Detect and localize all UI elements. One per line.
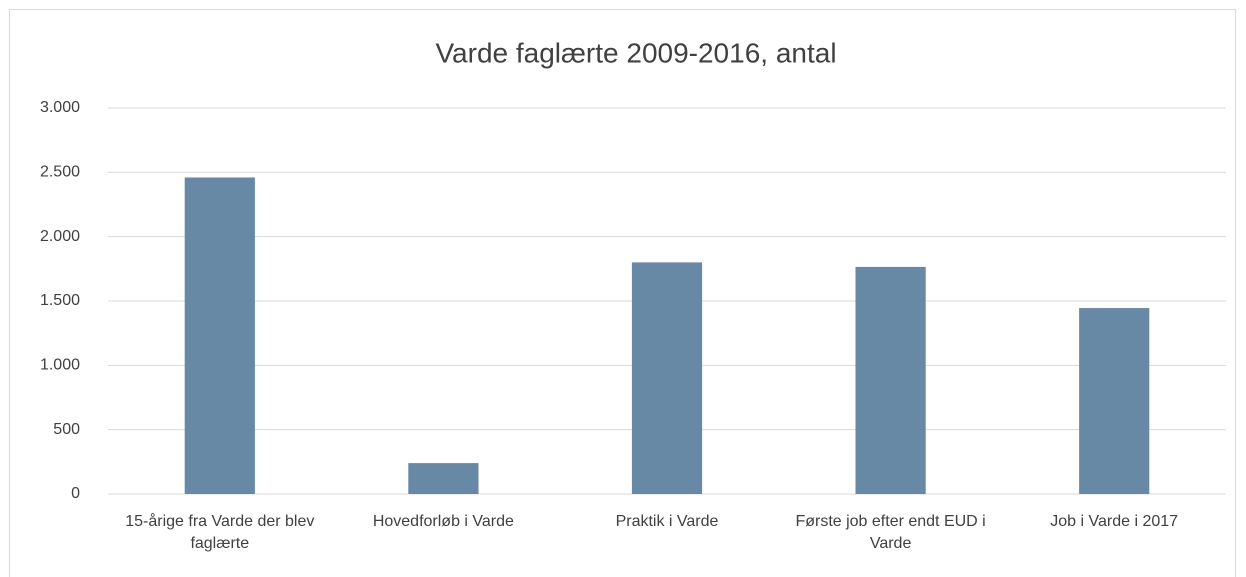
y-tick-label: 500: [53, 421, 80, 438]
y-tick-label: 2.500: [40, 164, 80, 181]
y-tick-label: 3.000: [40, 99, 80, 116]
y-tick-label: 1.500: [40, 292, 80, 309]
chart-title: Varde faglærte 2009-2016, antal: [435, 37, 836, 68]
bar: [855, 266, 926, 494]
bar: [184, 177, 255, 495]
y-tick-label: 0: [71, 485, 80, 502]
x-tick-label: Første job efter endt EUD i Varde: [795, 513, 986, 552]
x-tick-label: Job i Varde i 2017: [1050, 513, 1179, 530]
x-tick-label: 15-årige fra Varde der blev faglærte: [125, 513, 315, 552]
y-tick-label: 2.000: [40, 228, 80, 245]
bar: [1079, 308, 1150, 494]
y-tick-label: 1.000: [40, 357, 80, 374]
bar: [631, 262, 703, 494]
x-tick-label: Hovedforløb i Varde: [372, 513, 514, 530]
x-tick-label: Praktik i Varde: [615, 513, 719, 530]
bar: [408, 463, 479, 494]
